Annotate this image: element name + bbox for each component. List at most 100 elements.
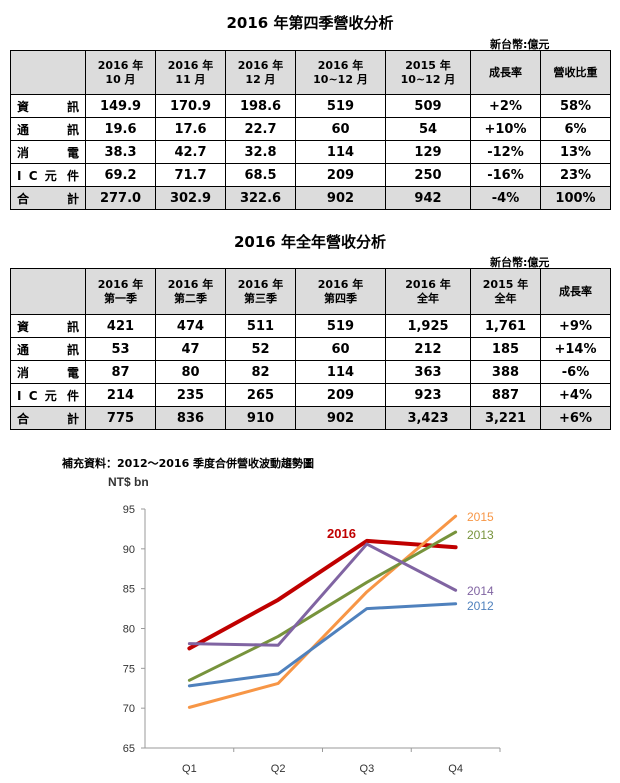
table-cell: 902 <box>295 186 386 210</box>
table-cell: 13% <box>540 140 611 164</box>
table-cell: 322.6 <box>225 186 296 210</box>
header-blank-cell <box>10 50 86 95</box>
table-cell: 421 <box>85 314 156 338</box>
table-cell: 54 <box>385 117 471 141</box>
table-row: I C 元 件 214 235 265 209 923 887 +4% <box>10 383 611 407</box>
table-cell: +2% <box>470 94 541 118</box>
column-header: 2015 年 全年 <box>470 268 541 315</box>
table-cell: 235 <box>155 383 226 407</box>
table-cell: 209 <box>295 383 386 407</box>
table-cell: 250 <box>385 163 471 187</box>
table-cell: 69.2 <box>85 163 156 187</box>
table-cell: 185 <box>470 337 541 361</box>
table-cell: 511 <box>225 314 296 338</box>
table-cell: 47 <box>155 337 226 361</box>
table-cell: 509 <box>385 94 471 118</box>
series-line-2014 <box>187 542 458 647</box>
table-row: 通 訊 19.6 17.6 22.7 60 54 +10% 6% <box>10 117 611 141</box>
column-header: 2016 年 12 月 <box>225 50 296 95</box>
table-cell: 910 <box>225 406 296 430</box>
table-cell: 114 <box>295 360 386 384</box>
column-header: 成長率 <box>470 50 541 95</box>
row-label: I C 元 件 <box>10 163 86 187</box>
table-cell: 302.9 <box>155 186 226 210</box>
column-header: 2016 年 第一季 <box>85 268 156 315</box>
y-tick-label: 70 <box>123 703 135 715</box>
column-header: 2016 年 第二季 <box>155 268 226 315</box>
total-row: 合 計 775 836 910 902 3,423 3,221 +6% <box>10 406 611 430</box>
row-label: I C 元 件 <box>10 383 86 407</box>
row-label: 通 訊 <box>10 337 86 361</box>
table-cell: 775 <box>85 406 156 430</box>
table-cell: 265 <box>225 383 296 407</box>
row-label: 合 計 <box>10 186 86 210</box>
table-cell: 198.6 <box>225 94 296 118</box>
column-header: 營收比重 <box>540 50 611 95</box>
table-row: I C 元 件 69.2 71.7 68.5 209 250 -16% 23% <box>10 163 611 187</box>
table-cell: 82 <box>225 360 296 384</box>
y-tick-label: 95 <box>123 504 135 516</box>
table-cell: 212 <box>385 337 471 361</box>
y-tick-label: 65 <box>123 743 135 755</box>
table-cell: 474 <box>155 314 226 338</box>
table-cell: 100% <box>540 186 611 210</box>
table-cell: 887 <box>470 383 541 407</box>
table-row: 通 訊 53 47 52 60 212 185 +14% <box>10 337 611 361</box>
column-header: 2015 年 10~12 月 <box>385 50 471 95</box>
series-label-2014: 2014 <box>467 584 494 598</box>
table-row: 資 訊 421 474 511 519 1,925 1,761 +9% <box>10 314 611 338</box>
row-label: 資 訊 <box>10 94 86 118</box>
table-cell: 38.3 <box>85 140 156 164</box>
table-cell: 277.0 <box>85 186 156 210</box>
table-cell: 87 <box>85 360 156 384</box>
table-cell: +6% <box>540 406 611 430</box>
column-header: 2016 年 第三季 <box>225 268 296 315</box>
table-cell: 209 <box>295 163 386 187</box>
table-cell: +14% <box>540 337 611 361</box>
row-label: 消 電 <box>10 140 86 164</box>
table-cell: 80 <box>155 360 226 384</box>
x-tick-label: Q4 <box>448 763 463 775</box>
table-cell: 923 <box>385 383 471 407</box>
table-cell: -16% <box>470 163 541 187</box>
column-header: 2016 年 10 月 <box>85 50 156 95</box>
table-cell: 902 <box>295 406 386 430</box>
table-cell: 942 <box>385 186 471 210</box>
table-cell: -6% <box>540 360 611 384</box>
table-cell: 58% <box>540 94 611 118</box>
table-row: 消 電 38.3 42.7 32.8 114 129 -12% 13% <box>10 140 611 164</box>
table-cell: 519 <box>295 314 386 338</box>
column-header: 2016 年 11 月 <box>155 50 226 95</box>
q4-unit-label: 新台幣:億元 <box>490 38 550 51</box>
row-label: 通 訊 <box>10 117 86 141</box>
table-cell: +9% <box>540 314 611 338</box>
table-cell: +10% <box>470 117 541 141</box>
table-cell: 363 <box>385 360 471 384</box>
table-cell: 149.9 <box>85 94 156 118</box>
table-cell: 388 <box>470 360 541 384</box>
table-cell: 71.7 <box>155 163 226 187</box>
table-cell: 3,221 <box>470 406 541 430</box>
table-cell: 22.7 <box>225 117 296 141</box>
quarterly-revenue-line-chart: NT$ bn 65 70 75 80 85 90 95 Q1 Q2 Q3 Q4 2016 2015 2013… <box>108 475 501 775</box>
table-cell: 60 <box>295 337 386 361</box>
table-cell: 6% <box>540 117 611 141</box>
table-cell: 3,423 <box>385 406 471 430</box>
y-tick-label: 85 <box>123 584 135 596</box>
table-row: 消 電 87 80 82 114 363 388 -6% <box>10 360 611 384</box>
table-cell: -4% <box>470 186 541 210</box>
x-tick-label: Q2 <box>271 763 286 775</box>
table-row: 資 訊 149.9 170.9 198.6 519 509 +2% 58% <box>10 94 611 118</box>
table-cell: 170.9 <box>155 94 226 118</box>
column-header: 成長率 <box>540 268 611 315</box>
table-cell: 60 <box>295 117 386 141</box>
table-cell: 836 <box>155 406 226 430</box>
y-tick-label: 90 <box>123 544 135 556</box>
table-cell: 17.6 <box>155 117 226 141</box>
table-cell: 214 <box>85 383 156 407</box>
table-cell: 1,925 <box>385 314 471 338</box>
table-cell: +4% <box>540 383 611 407</box>
total-row: 合 計 277.0 302.9 322.6 902 942 -4% 100% <box>10 186 611 210</box>
table-cell: 23% <box>540 163 611 187</box>
row-label: 資 訊 <box>10 314 86 338</box>
